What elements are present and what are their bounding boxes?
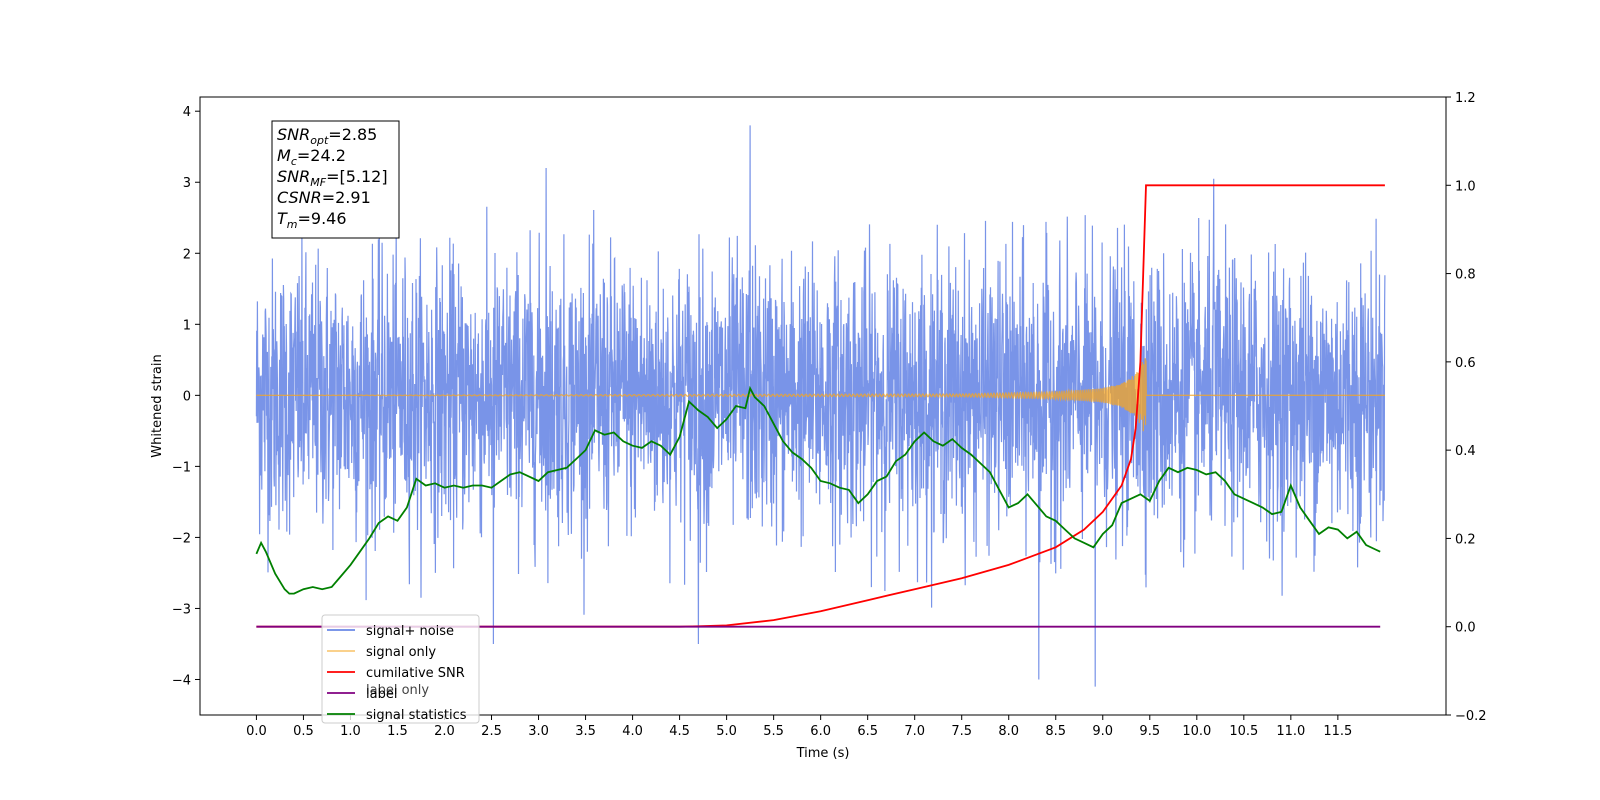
- x-tick-label: 0.0: [246, 724, 267, 739]
- annotation-line-tm: Tm=9.46: [277, 209, 347, 231]
- x-axis-title: Time (s): [796, 746, 850, 761]
- y-left-tick-label: −2: [172, 531, 191, 546]
- y-right-tick-label: 1.0: [1455, 179, 1476, 194]
- y-left-tick-label: −1: [172, 460, 191, 475]
- x-tick-label: 9.5: [1139, 724, 1160, 739]
- annotation-line-snr-opt: SNRopt=2.85: [277, 125, 377, 147]
- x-tick-label: 11.0: [1276, 724, 1305, 739]
- legend-frame: [321, 614, 480, 724]
- x-tick-label: 2.5: [481, 724, 502, 739]
- legend-label: label: [366, 687, 397, 702]
- axes-frame: [199, 96, 1447, 716]
- y-right-tick-label: 0.6: [1455, 356, 1476, 371]
- legend-label: signal+ noise: [366, 624, 454, 639]
- x-tick-label: 6.5: [857, 724, 878, 739]
- x-tick-label: 11.5: [1323, 724, 1352, 739]
- y-left-tick-label: 0: [183, 389, 191, 404]
- y-left-tick-label: 2: [183, 247, 191, 262]
- y-right-tick-label: 0.4: [1455, 444, 1476, 459]
- x-tick-label: 7.0: [904, 724, 925, 739]
- y-right-tick-label: 0.0: [1455, 621, 1476, 636]
- x-tick-label: 2.0: [434, 724, 455, 739]
- annotation-box-frame: [271, 120, 400, 239]
- x-tick-label: 3.5: [575, 724, 596, 739]
- x-tick-label: 0.5: [293, 724, 314, 739]
- y-right-tick-label: 0.8: [1455, 268, 1476, 283]
- y-left-tick-label: 4: [183, 105, 191, 120]
- legend: label only signal+ noise signal only cumila…: [321, 614, 480, 724]
- series-signal-only: [256, 357, 1385, 432]
- x-tick-label: 1.5: [387, 724, 408, 739]
- x-tick-label: 4.5: [669, 724, 690, 739]
- y-left-tick-label: 1: [183, 318, 191, 333]
- y-right-tick-label: 0.2: [1455, 532, 1476, 547]
- x-tick-label: 5.0: [716, 724, 737, 739]
- y-right-tick-label: 1.2: [1455, 91, 1476, 106]
- series-cumulative-snr: [256, 184, 1385, 628]
- annotation-line-mc: Mc=24.2: [277, 146, 346, 168]
- legend-label: signal only: [366, 645, 436, 660]
- y-right-tick-label: −0.2: [1455, 709, 1487, 724]
- x-tick-label: 3.0: [528, 724, 549, 739]
- axes: 0.0 0.5 1.0 1.5 2.0 2.5 3.0 3.5 4.0 4.5 5.0 5.5 6.0 6…: [150, 91, 1487, 761]
- x-tick-label: 7.5: [951, 724, 972, 739]
- x-tick-label: 10.0: [1182, 724, 1211, 739]
- x-tick-label: 1.0: [340, 724, 361, 739]
- y-axis-title-left: Whitened strain: [150, 354, 165, 457]
- series-signal-statistics: [255, 385, 1381, 595]
- legend-label: cumilative SNR: [366, 666, 465, 681]
- x-tick-label: 4.0: [622, 724, 643, 739]
- x-tick-label: 10.5: [1229, 724, 1258, 739]
- annotation-line-snr-mf: SNRMF=[5.12]: [277, 167, 388, 189]
- x-tick-label: 5.5: [763, 724, 784, 739]
- legend-ghost-label: label only: [366, 683, 429, 698]
- y-left-tick-label: 3: [183, 176, 191, 191]
- annotation-line-csnr: CSNR=2.91: [277, 188, 371, 207]
- x-tick-label: 8.0: [998, 724, 1019, 739]
- x-tick-label: 6.0: [810, 724, 831, 739]
- x-tick-label: 9.0: [1092, 724, 1113, 739]
- y-left-tick-label: −3: [172, 602, 191, 617]
- x-tick-label: 8.5: [1045, 724, 1066, 739]
- y-left-tick-label: −4: [172, 673, 191, 688]
- legend-label: signal statistics: [366, 708, 467, 723]
- series-signal-plus-noise: [255, 125, 1386, 687]
